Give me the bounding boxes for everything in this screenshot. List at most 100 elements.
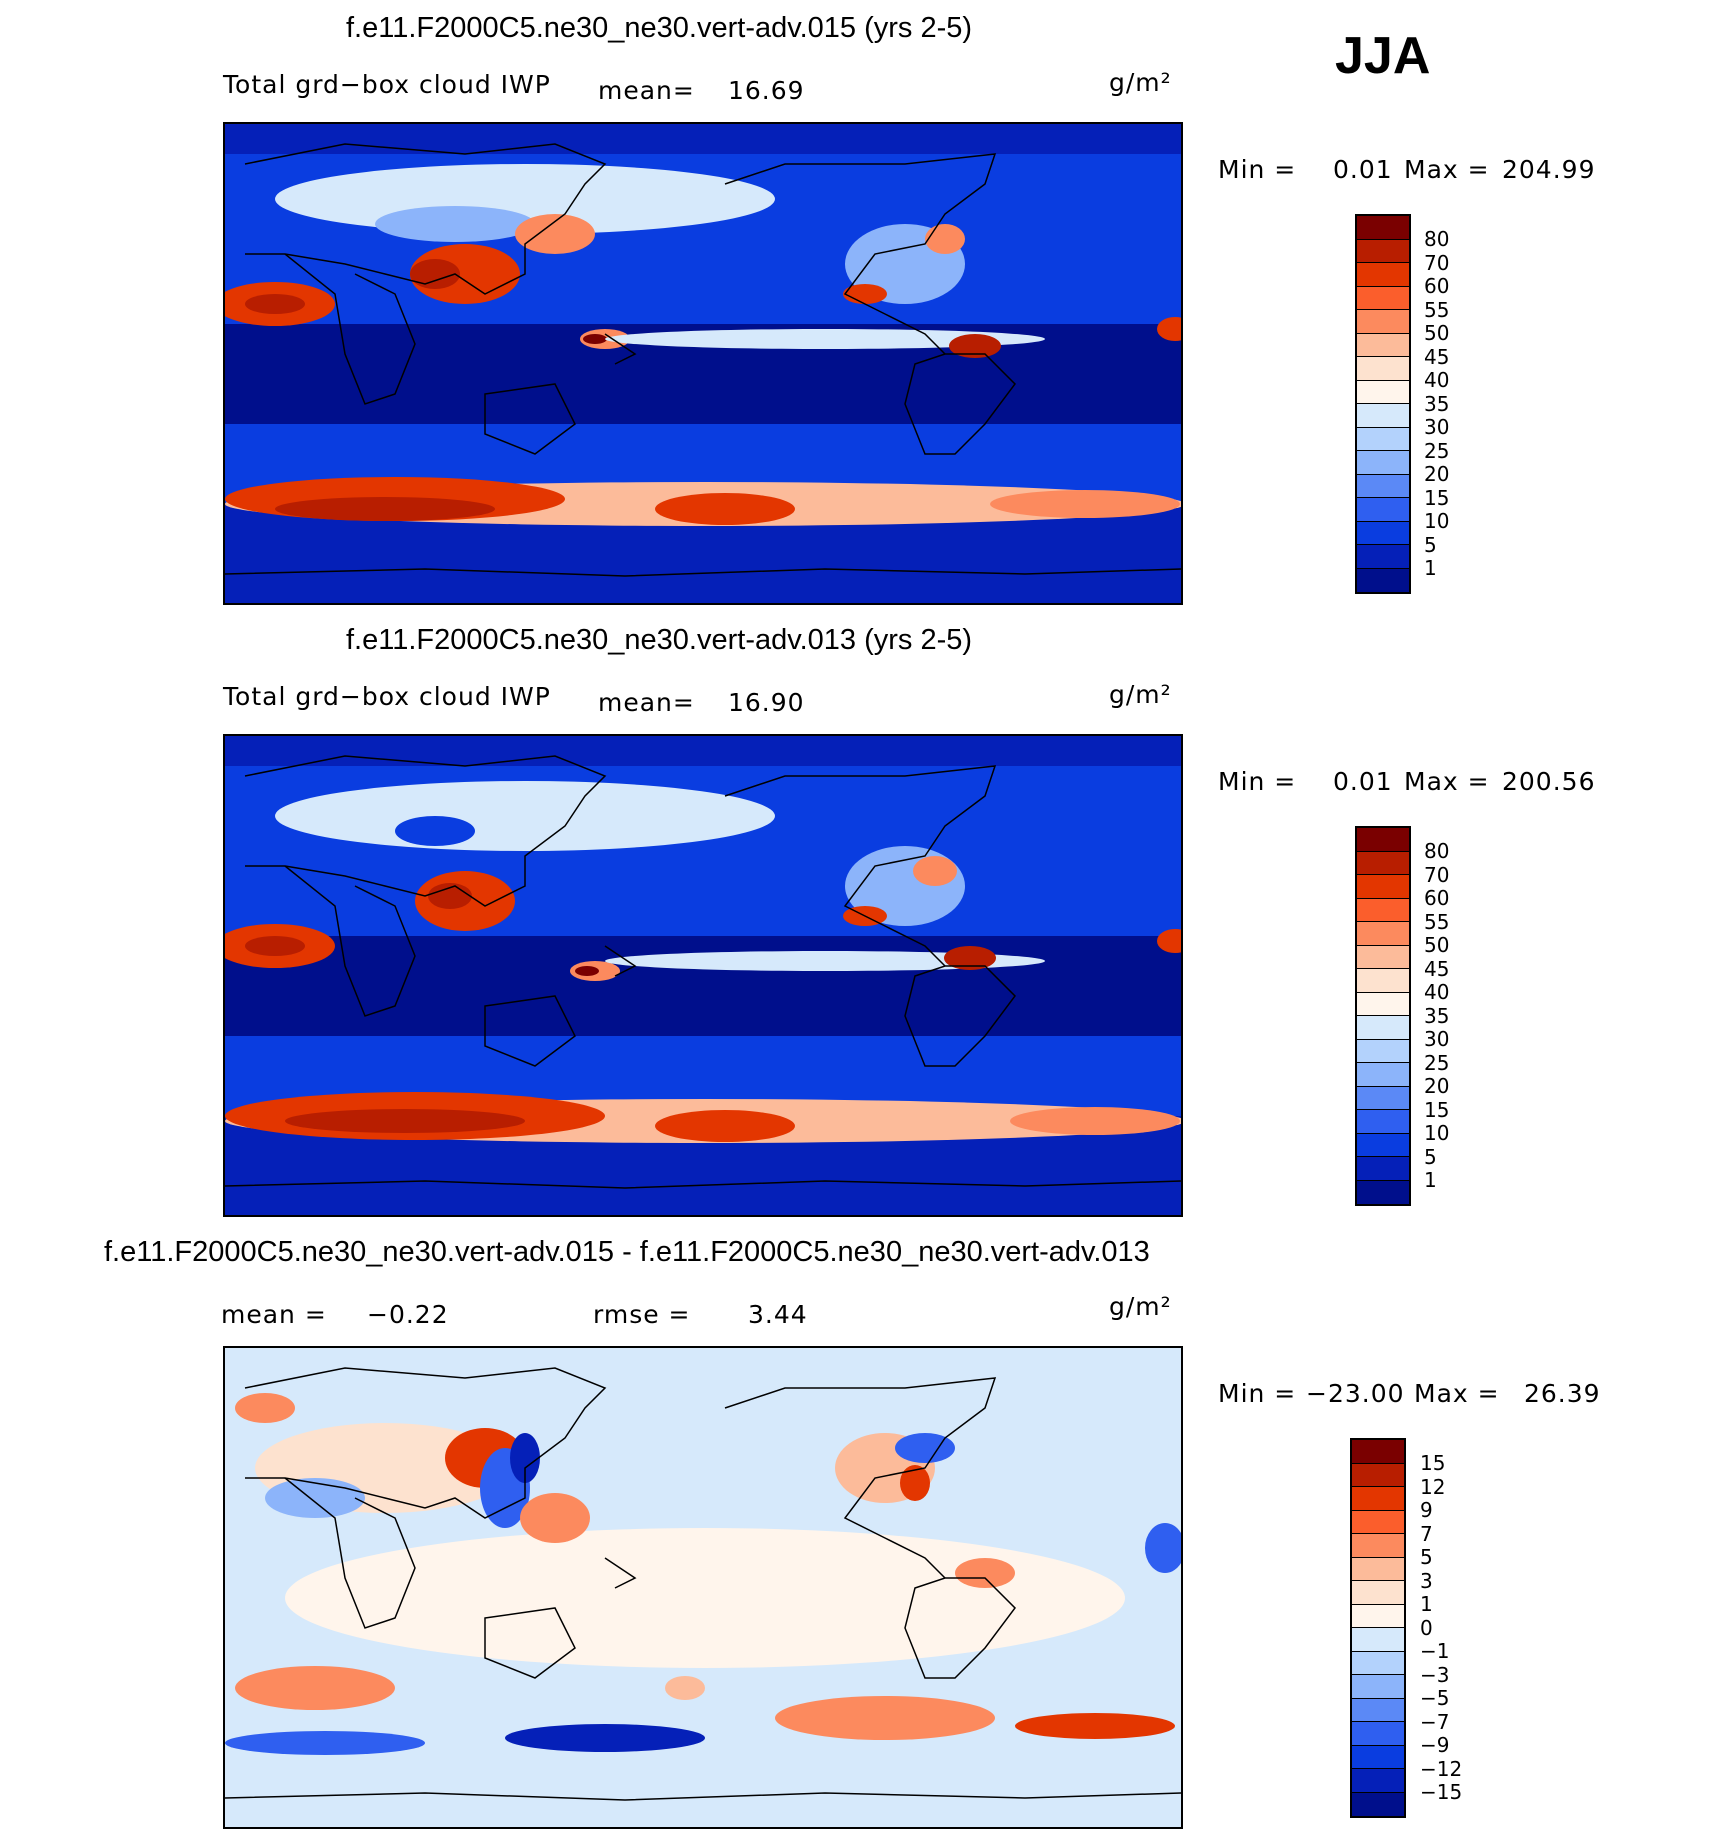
colorbar-2-seg-4: [1357, 922, 1409, 946]
colorbar-3-seg-6: [1352, 1581, 1404, 1605]
panel-1-title: f.e11.F2000C5.ne30_ne30.vert-adv.015 (yr…: [346, 12, 973, 44]
colorbar-2-seg-6: [1357, 969, 1409, 993]
panel-1-mean-value: 16.69: [728, 76, 805, 105]
panel-3-title: f.e11.F2000C5.ne30_ne30.vert-adv.015 - f…: [104, 1236, 1150, 1268]
colorbar-2-seg-7: [1357, 992, 1409, 1016]
panel-3-min-value: −23.00: [1306, 1379, 1405, 1408]
colorbar-3-label: −3: [1420, 1662, 1450, 1687]
colorbar-2-label: 55: [1424, 909, 1450, 934]
colorbar-1-seg-8: [1357, 404, 1409, 428]
colorbar-2-label: 1: [1424, 1168, 1437, 1192]
panel-1-max-value: 204.99: [1502, 155, 1596, 184]
colorbar-3-label: 7: [1420, 1521, 1433, 1546]
colorbar-3-seg-3: [1352, 1510, 1404, 1534]
panel-3-mean-label: mean =: [221, 1300, 327, 1329]
colorbar-1-label: 25: [1424, 438, 1450, 463]
colorbar-3-label: 9: [1420, 1498, 1433, 1522]
colorbar-3-seg-2: [1352, 1487, 1404, 1511]
colorbar-2-label: 70: [1424, 862, 1450, 887]
colorbar-2-label: 20: [1424, 1074, 1450, 1098]
colorbar-1-label: 70: [1424, 250, 1450, 275]
colorbar-1-seg-0: [1357, 216, 1409, 240]
colorbar-1-seg-2: [1357, 263, 1409, 287]
season-label: JJA: [1335, 27, 1431, 85]
panel-2-map: [223, 734, 1183, 1217]
colorbar-2-seg-0: [1357, 828, 1409, 852]
colorbar-2-label: 35: [1424, 1003, 1450, 1028]
panel-3-max-value: 26.39: [1524, 1379, 1601, 1408]
colorbar-1-label: 80: [1424, 227, 1450, 251]
colorbar-2-label: 50: [1424, 933, 1450, 957]
colorbar-1-label: 45: [1424, 344, 1450, 369]
colorbar-3-label: 15: [1420, 1451, 1446, 1475]
panel-1-min-label: Min =: [1218, 155, 1297, 184]
colorbar-1-label: 60: [1424, 274, 1450, 298]
colorbar-1-label: 5: [1424, 532, 1437, 557]
colorbar-1-seg-5: [1357, 333, 1409, 357]
panel-1-max-label: Max =: [1404, 155, 1490, 184]
colorbar-2-seg-15: [1357, 1180, 1409, 1204]
colorbar-3-seg-7: [1352, 1604, 1404, 1628]
colorbar-2-seg-3: [1357, 898, 1409, 922]
panel-2-max-value: 200.56: [1502, 767, 1596, 796]
colorbar-2-label: 5: [1424, 1144, 1437, 1169]
colorbar-1-seg-15: [1357, 568, 1409, 592]
colorbar-2-label: 30: [1424, 1027, 1450, 1051]
colorbar-2-seg-13: [1357, 1133, 1409, 1157]
panel-2-mean-label: mean=: [598, 688, 695, 717]
panel-3-mean-value: −0.22: [367, 1300, 449, 1329]
colorbar-3-seg-13: [1352, 1745, 1404, 1769]
colorbar-1-label: 15: [1424, 485, 1450, 510]
colorbar-3-seg-15: [1352, 1792, 1404, 1816]
panel-3-map: [223, 1346, 1183, 1829]
colorbar-1-label: 1: [1424, 556, 1437, 580]
colorbar-2-label: 60: [1424, 886, 1450, 910]
panel-3-rmse-label: rmse =: [593, 1300, 691, 1329]
panel-1-variable: Total grd−box cloud IWP: [223, 70, 551, 99]
panel-1-colorbar: [1355, 214, 1411, 594]
colorbar-1-seg-10: [1357, 451, 1409, 475]
panel-2-colorbar: [1355, 826, 1411, 1206]
colorbar-3-label: 5: [1420, 1545, 1433, 1569]
colorbar-2-label: 10: [1424, 1121, 1450, 1145]
panel-1-colorbar-labels: 80 70 60 55 50 45 40 35 30 25 20 15 10 5…: [1424, 227, 1450, 581]
panel-2-mean-value: 16.90: [728, 688, 805, 717]
colorbar-3-seg-1: [1352, 1463, 1404, 1487]
colorbar-1-label: 55: [1424, 297, 1450, 322]
panel-2-field: [225, 736, 1181, 1215]
colorbar-2-seg-1: [1357, 851, 1409, 875]
panel-2-min-value: 0.01: [1333, 767, 1393, 796]
colorbar-2-label: 45: [1424, 956, 1450, 981]
colorbar-3-label: 0: [1420, 1615, 1433, 1640]
colorbar-1-seg-13: [1357, 521, 1409, 545]
panel-2-variable: Total grd−box cloud IWP: [223, 682, 551, 711]
panel-1-map: [223, 122, 1183, 605]
colorbar-3-seg-9: [1352, 1651, 1404, 1675]
panel-1-mean-label: mean=: [598, 76, 695, 105]
colorbar-1-label: 35: [1424, 391, 1450, 416]
colorbar-1-label: 50: [1424, 321, 1450, 345]
panel-3-units: g/m²: [1109, 1292, 1172, 1321]
colorbar-3-label: 3: [1420, 1568, 1433, 1593]
colorbar-1-seg-7: [1357, 380, 1409, 404]
colorbar-3-label: −9: [1420, 1733, 1450, 1757]
colorbar-3-seg-12: [1352, 1722, 1404, 1746]
colorbar-3-label: 1: [1420, 1592, 1433, 1616]
colorbar-2-seg-9: [1357, 1039, 1409, 1063]
colorbar-3-label: −1: [1420, 1639, 1450, 1663]
colorbar-3-seg-4: [1352, 1534, 1404, 1558]
colorbar-2-seg-10: [1357, 1063, 1409, 1087]
panel-1-field: [225, 124, 1181, 603]
colorbar-3-seg-0: [1352, 1440, 1404, 1464]
colorbar-1-label: 20: [1424, 462, 1450, 486]
colorbar-3-seg-5: [1352, 1557, 1404, 1581]
colorbar-2-label: 80: [1424, 839, 1450, 863]
panel-3-rmse-value: 3.44: [748, 1300, 808, 1329]
panel-3-colorbar-labels: 15 12 9 7 5 3 1 0 −1 −3 −5 −7 −9 −12 −15: [1420, 1451, 1462, 1805]
colorbar-1-seg-9: [1357, 427, 1409, 451]
colorbar-3-label: 12: [1420, 1474, 1446, 1499]
colorbar-1-label: 10: [1424, 509, 1450, 533]
colorbar-3-seg-8: [1352, 1628, 1404, 1652]
colorbar-2-label: 40: [1424, 980, 1450, 1004]
colorbar-1-label: 30: [1424, 415, 1450, 439]
